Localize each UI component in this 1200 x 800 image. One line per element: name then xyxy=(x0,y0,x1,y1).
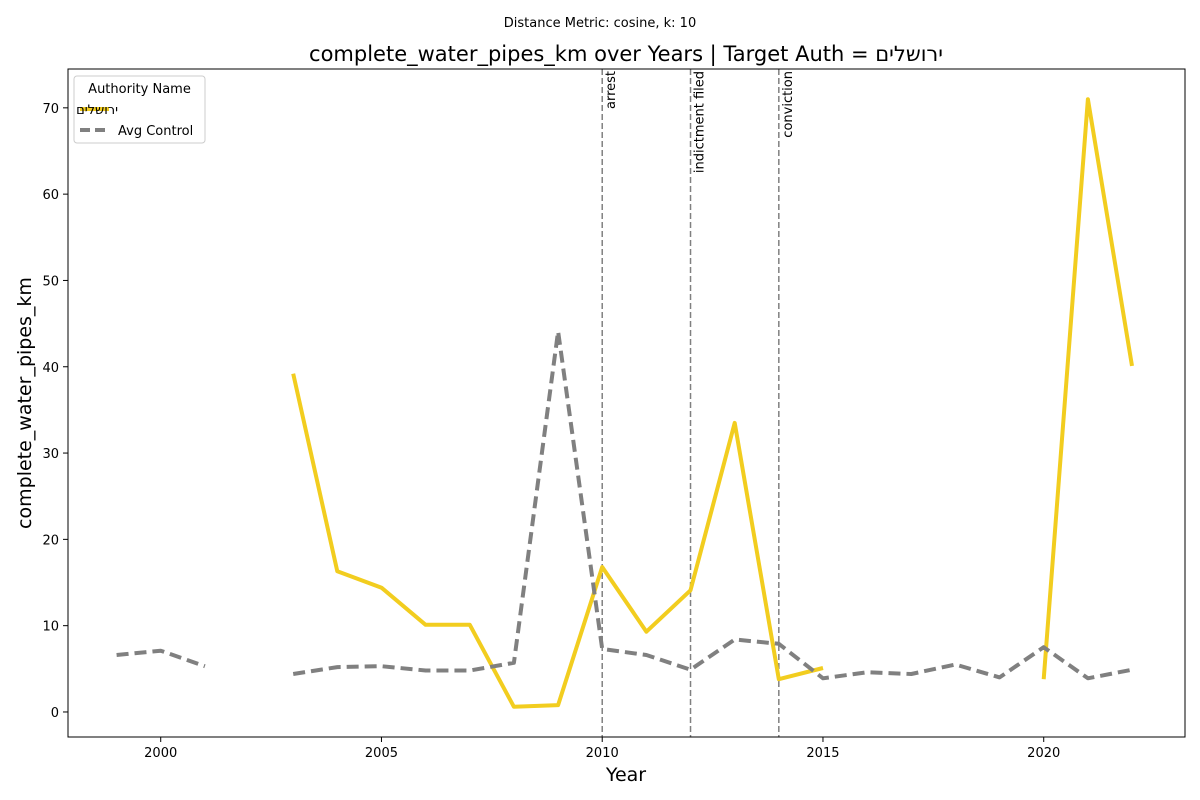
event-label: conviction xyxy=(781,71,796,138)
y-axis-label: complete_water_pipes_km xyxy=(14,277,36,529)
x-axis-label: Year xyxy=(605,764,646,786)
series-line-target xyxy=(1044,99,1132,679)
y-tick-label: 50 xyxy=(42,274,59,289)
x-axis: 2000 2005 2010 2015 2020 xyxy=(144,737,1060,761)
x-tick-label: 2005 xyxy=(365,746,398,761)
x-tick-label: 2020 xyxy=(1027,746,1060,761)
y-tick-label: 70 xyxy=(42,102,59,117)
y-tick-label: 60 xyxy=(42,188,59,203)
chart-suptitle: Distance Metric: cosine, k: 10 xyxy=(504,16,696,31)
legend-title: Authority Name xyxy=(88,82,191,97)
event-markers: arrest indictment filed conviction xyxy=(602,69,796,737)
y-tick-label: 10 xyxy=(42,620,59,635)
x-tick-label: 2015 xyxy=(806,746,839,761)
event-label: arrest xyxy=(604,71,619,109)
series-line-target xyxy=(293,374,823,707)
legend-label-target: ירושלים xyxy=(76,103,118,118)
y-tick-label: 30 xyxy=(42,447,59,462)
x-tick-label: 2000 xyxy=(144,746,177,761)
event-label: indictment filed xyxy=(693,71,708,173)
series-lines xyxy=(117,99,1132,707)
y-tick-label: 0 xyxy=(51,706,59,721)
legend-label-avg-control: Avg Control xyxy=(118,124,193,139)
y-tick-label: 40 xyxy=(42,361,59,376)
x-tick-label: 2010 xyxy=(586,746,619,761)
plot-area xyxy=(68,69,1185,737)
y-axis: 0 10 20 30 40 50 60 70 xyxy=(42,102,68,721)
y-tick-label: 20 xyxy=(42,533,59,548)
legend: Authority Name ירושלים Avg Control xyxy=(74,76,205,143)
chart-title: complete_water_pipes_km over Years | Tar… xyxy=(309,42,943,67)
series-line-avg-control xyxy=(117,651,205,667)
